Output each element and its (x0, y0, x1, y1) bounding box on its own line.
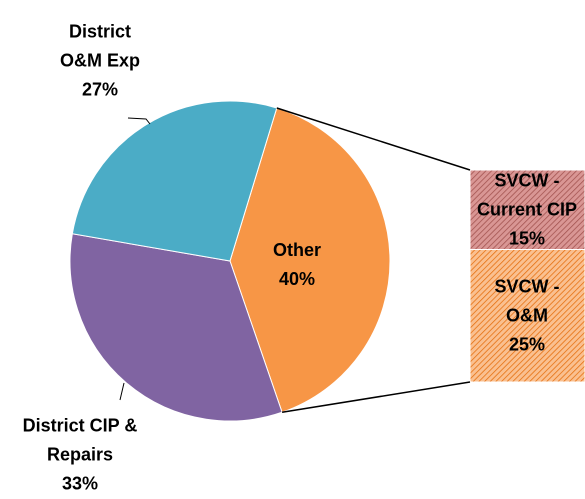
bar-label: SVCW - O&M 25% (477, 272, 577, 359)
connector-line (276, 107, 471, 171)
bar-label: SVCW - Current CIP 15% (477, 166, 577, 253)
pie-slice (69, 233, 283, 422)
label-text: 33% (61, 473, 99, 494)
label-text: 15% (508, 228, 546, 249)
label-text: SVCW - O&M (494, 276, 560, 326)
label-text: 40% (278, 269, 316, 289)
leader-line (119, 382, 125, 401)
slice-label: District O&M Exp 27% (50, 18, 150, 105)
label-text: District CIP & Repairs (22, 415, 138, 465)
slice-label: Other 40% (257, 236, 337, 294)
connector-line (281, 381, 471, 414)
label-text: Other (272, 240, 321, 260)
bar-segment (469, 249, 585, 383)
label-text: 27% (81, 79, 119, 100)
leader-line (127, 117, 151, 125)
pie-slice (71, 100, 278, 262)
label-text: District O&M Exp (59, 21, 140, 71)
pie-slice (229, 107, 391, 413)
label-text: 25% (508, 334, 546, 355)
slice-label: District CIP & Repairs 33% (0, 412, 160, 499)
label-text: SVCW - Current CIP (477, 170, 578, 220)
